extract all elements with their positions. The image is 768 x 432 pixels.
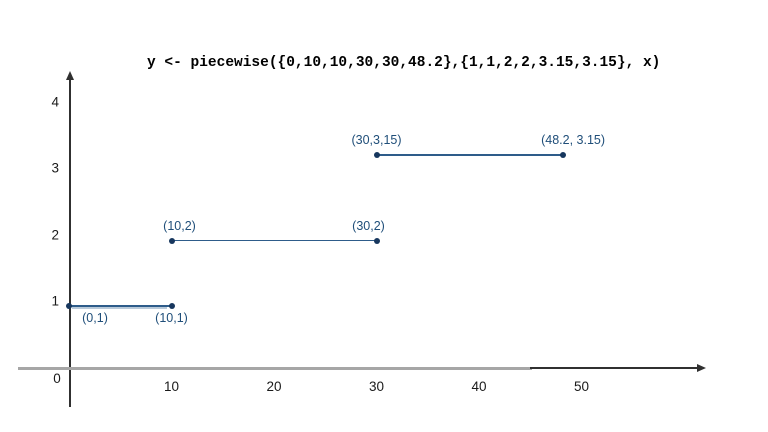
data-point	[373, 237, 380, 244]
y-tick-label: 3	[51, 160, 59, 176]
segment-line	[376, 154, 564, 156]
y-axis	[69, 76, 71, 407]
segment-underlay	[72, 306, 167, 309]
y-axis-arrow-icon	[66, 71, 75, 80]
x-tick-label: 0	[53, 371, 61, 386]
point-label: (10,1)	[155, 311, 188, 325]
data-point	[560, 152, 567, 158]
x-axis-arrow-icon	[697, 364, 706, 372]
data-point	[373, 152, 380, 158]
x-axis	[530, 367, 700, 369]
y-tick-label: 2	[51, 227, 59, 242]
data-point	[66, 303, 72, 309]
point-label: (0,1)	[82, 311, 108, 325]
x-axis-gray-line	[18, 366, 532, 370]
point-label: (10,2)	[163, 218, 196, 233]
segment-line	[69, 305, 172, 307]
data-point	[168, 237, 175, 244]
point-label: (30,3,15)	[351, 133, 402, 147]
point-label: (48.2, 3.15)	[541, 133, 606, 147]
segment-line	[171, 239, 377, 242]
y-tick-label: 4	[51, 94, 59, 109]
x-tick-label: 10	[163, 379, 180, 394]
x-tick-label: 50	[573, 379, 590, 394]
y-tick-label: 1	[51, 293, 59, 309]
chart-title: y <- piecewise({0,10,10,30,30,48.2},{1,1…	[147, 55, 661, 71]
point-label: (30,2)	[352, 218, 385, 233]
x-tick-label: 40	[471, 379, 487, 394]
data-point	[168, 303, 175, 309]
x-tick-label: 30	[368, 379, 385, 394]
x-tick-label: 20	[266, 379, 282, 394]
